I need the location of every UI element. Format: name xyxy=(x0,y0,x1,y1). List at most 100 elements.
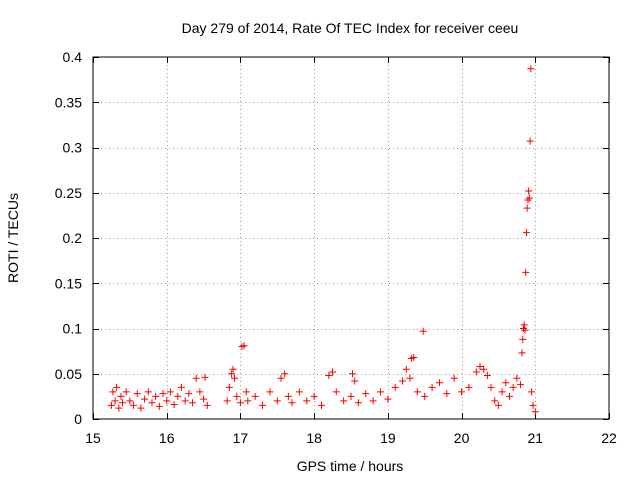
data-point xyxy=(419,327,427,335)
y-tick-label: 0.4 xyxy=(63,49,83,65)
data-point xyxy=(332,388,340,396)
data-point xyxy=(242,388,250,396)
data-point xyxy=(391,383,399,391)
data-point xyxy=(225,383,233,391)
data-point xyxy=(228,370,236,378)
data-point xyxy=(450,374,458,382)
data-point xyxy=(200,395,208,403)
y-axis-label: ROTI / TECUs xyxy=(5,193,21,283)
data-point xyxy=(133,390,141,398)
y-tick-label: 0 xyxy=(74,411,82,427)
data-point xyxy=(325,372,333,380)
y-tick-label: 0.25 xyxy=(55,185,82,201)
data-point xyxy=(259,401,267,409)
data-point xyxy=(384,395,392,403)
data-point xyxy=(529,401,537,409)
data-point xyxy=(522,229,530,237)
data-point xyxy=(505,392,513,400)
data-point xyxy=(362,390,370,398)
y-tick-label: 0.05 xyxy=(55,366,82,382)
data-point xyxy=(236,399,244,407)
tick-labels: 15 16 17 18 19 20 21 22 0 0.05 0.1 0.15 0.2 0.25 0.3 0.… xyxy=(55,49,617,446)
data-point xyxy=(376,388,384,396)
data-point xyxy=(113,383,121,391)
data-point xyxy=(203,401,211,409)
y-tick-label: 0.35 xyxy=(55,94,82,110)
data-point xyxy=(192,374,200,382)
data-point xyxy=(369,397,377,405)
data-point xyxy=(523,204,531,212)
data-point xyxy=(223,397,231,405)
data-point xyxy=(472,368,480,376)
data-point xyxy=(231,374,239,382)
data-point xyxy=(443,390,451,398)
y-tick-label: 0.3 xyxy=(63,140,83,156)
data-point xyxy=(288,399,296,407)
data-point xyxy=(458,388,466,396)
data-point xyxy=(177,383,185,391)
data-point xyxy=(531,408,539,416)
x-tick-label: 15 xyxy=(85,430,101,446)
data-point xyxy=(107,401,115,409)
data-point xyxy=(509,383,517,391)
data-point xyxy=(329,368,337,376)
x-tick-label: 21 xyxy=(527,430,543,446)
x-tick-label: 22 xyxy=(601,430,617,446)
data-point xyxy=(196,388,204,396)
data-point xyxy=(233,392,241,400)
data-point xyxy=(525,187,533,195)
data-point xyxy=(310,392,318,400)
data-point xyxy=(410,353,418,361)
data-point xyxy=(413,388,421,396)
grid-lines xyxy=(93,57,609,419)
data-point xyxy=(494,401,502,409)
data-point xyxy=(144,388,152,396)
data-point xyxy=(519,325,527,332)
data-point xyxy=(525,194,533,202)
y-tick-label: 0.2 xyxy=(63,230,83,246)
data-point xyxy=(348,370,356,378)
data-point xyxy=(115,404,123,412)
data-point xyxy=(170,401,178,409)
data-point xyxy=(148,399,156,407)
data-point xyxy=(126,397,134,405)
x-axis-label: GPS time / hours xyxy=(297,458,404,474)
data-point xyxy=(354,399,362,407)
data-point xyxy=(137,404,145,412)
data-point xyxy=(406,374,414,382)
data-point xyxy=(526,137,534,145)
data-point xyxy=(284,392,292,400)
data-point xyxy=(201,373,209,381)
data-point xyxy=(519,335,527,343)
data-point xyxy=(340,397,348,405)
data-point xyxy=(502,379,510,387)
data-point xyxy=(273,397,281,405)
data-point xyxy=(524,196,532,204)
data-point xyxy=(185,390,193,398)
data-point xyxy=(281,370,289,378)
data-point xyxy=(109,388,117,396)
data-point xyxy=(117,392,125,400)
y-tick-label: 0.15 xyxy=(55,275,82,291)
data-point xyxy=(351,377,359,385)
y-tick-label: 0.1 xyxy=(63,321,83,337)
data-point xyxy=(166,388,174,396)
data-point xyxy=(159,390,167,398)
x-tick-label: 18 xyxy=(306,430,322,446)
data-point xyxy=(303,397,311,405)
data-point xyxy=(181,397,189,405)
data-point xyxy=(480,365,488,373)
data-point xyxy=(518,349,526,357)
data-point xyxy=(435,379,443,387)
data-point xyxy=(520,321,528,329)
data-point xyxy=(174,392,182,400)
data-point xyxy=(428,383,436,391)
data-points xyxy=(107,65,539,416)
data-point xyxy=(122,388,130,396)
data-point xyxy=(517,381,525,389)
data-point xyxy=(483,372,491,380)
data-point xyxy=(513,374,521,382)
